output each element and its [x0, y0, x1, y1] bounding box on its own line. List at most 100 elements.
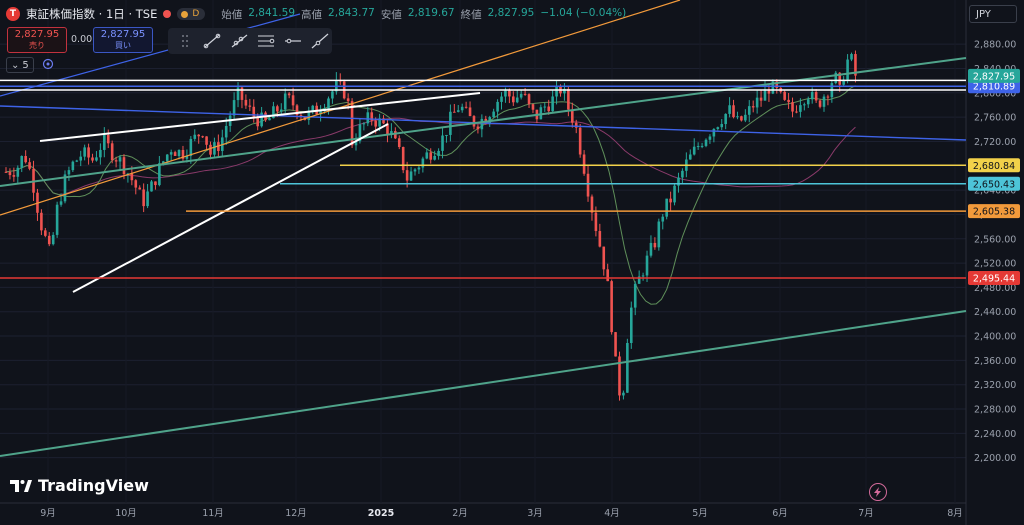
candle-body: [492, 111, 495, 118]
drag-handle-icon[interactable]: [172, 30, 197, 52]
candle-body: [83, 147, 86, 157]
candle-body: [468, 107, 472, 117]
candle-body: [720, 124, 724, 128]
candle-body: [374, 120, 377, 127]
x-tick-label: 6月: [772, 508, 788, 519]
candle-body: [437, 150, 440, 156]
candle-body: [515, 97, 519, 103]
candle-body: [106, 135, 110, 144]
ray-icon[interactable]: [226, 30, 251, 52]
delay-dot-icon: [181, 10, 189, 18]
candle-body: [213, 142, 216, 155]
candle-body: [295, 105, 299, 116]
candle-body: [24, 156, 27, 163]
candle-body: [209, 144, 212, 155]
candle-body: [622, 392, 625, 396]
parallel-channel-icon[interactable]: [253, 30, 278, 52]
candle-body: [669, 198, 672, 203]
close-label: 終値: [460, 8, 482, 21]
price-tag-box: [968, 176, 1020, 191]
indicators-toggle[interactable]: ⌄ 5: [6, 57, 34, 73]
candle-body: [570, 109, 574, 123]
candle-body: [134, 180, 138, 188]
candle-body: [527, 94, 531, 105]
candle-body: [551, 96, 554, 112]
symbol-logo[interactable]: T: [6, 7, 20, 21]
candle-body: [594, 212, 598, 232]
candle-body: [8, 172, 12, 176]
candle-body: [142, 189, 145, 207]
sell-button[interactable]: 2,827.95 売り: [7, 27, 67, 53]
low-label: 安値: [380, 8, 402, 21]
indicator-count: 5: [22, 59, 29, 71]
symbol-title[interactable]: 東証株価指数 · 1日 · TSE: [26, 7, 158, 21]
candle-body: [504, 90, 507, 97]
candle-body: [480, 118, 484, 130]
open-value: 2,841.59: [248, 6, 296, 19]
candle-body: [16, 167, 20, 177]
candle-body: [397, 138, 401, 148]
currency-selector[interactable]: JPY: [969, 5, 1017, 23]
teal-upper-trend-line: [0, 57, 967, 187]
candle-body: [665, 198, 668, 217]
candle-body: [394, 131, 397, 139]
candle-body: [854, 54, 857, 76]
candle-body: [661, 216, 665, 222]
indicator-settings-icon[interactable]: [42, 58, 54, 73]
candle-body: [712, 128, 716, 137]
buy-button[interactable]: 2,827.95 買い: [93, 27, 153, 53]
delay-pill[interactable]: D: [177, 8, 206, 20]
sell-price: 2,827.95: [14, 29, 60, 40]
candle-body: [158, 163, 161, 186]
y-tick-label: 2,720.00: [974, 137, 1016, 148]
candle-body: [138, 187, 142, 190]
candle-body: [279, 109, 283, 112]
chevron-down-icon: ⌄: [11, 59, 20, 71]
candle-body: [740, 116, 743, 121]
candle-body: [4, 171, 8, 173]
candle-body: [67, 170, 71, 175]
indicator-bar: ⌄ 5: [6, 57, 54, 73]
candle-body: [103, 135, 106, 150]
candle-body: [405, 170, 409, 181]
candle-body: [441, 135, 444, 151]
candle-body: [417, 167, 421, 170]
candle-body: [75, 160, 79, 162]
market-status-dot: [163, 10, 172, 18]
candle-body: [512, 96, 515, 103]
y-tick-label: 2,560.00: [974, 234, 1016, 245]
extended-line-icon[interactable]: [307, 30, 332, 52]
x-tick-label: 11月: [202, 508, 224, 519]
price-tag-box: [968, 271, 1020, 286]
candle-body: [59, 201, 63, 205]
candle-body: [846, 59, 849, 80]
flash-icon[interactable]: [869, 483, 887, 501]
candle-body: [563, 88, 566, 94]
trend-line-icon[interactable]: [199, 30, 224, 52]
candle-body: [409, 171, 413, 181]
candle-body: [803, 104, 806, 106]
candle-body: [496, 101, 499, 112]
high-value: 2,843.77: [328, 6, 375, 19]
x-tick-label: 3月: [527, 508, 543, 519]
candle-body: [165, 154, 169, 162]
candle-body: [476, 126, 480, 130]
price-tag-label: 2,605.38: [973, 207, 1015, 218]
candle-body: [150, 181, 153, 192]
candle-body: [791, 102, 794, 112]
x-tick-label: 9月: [40, 508, 56, 519]
candle-body: [618, 356, 621, 396]
candle-body: [252, 106, 256, 117]
candle-body: [358, 124, 362, 142]
horizontal-ray-icon[interactable]: [280, 30, 305, 52]
candle-body: [130, 173, 134, 181]
candle-body: [224, 125, 228, 138]
candle-body: [759, 97, 763, 101]
candle-body: [673, 185, 676, 203]
candle-body: [751, 106, 755, 108]
candle-body: [44, 230, 47, 236]
y-tick-label: 2,360.00: [974, 356, 1016, 367]
candle-body: [641, 275, 645, 277]
candle-body: [543, 106, 547, 108]
